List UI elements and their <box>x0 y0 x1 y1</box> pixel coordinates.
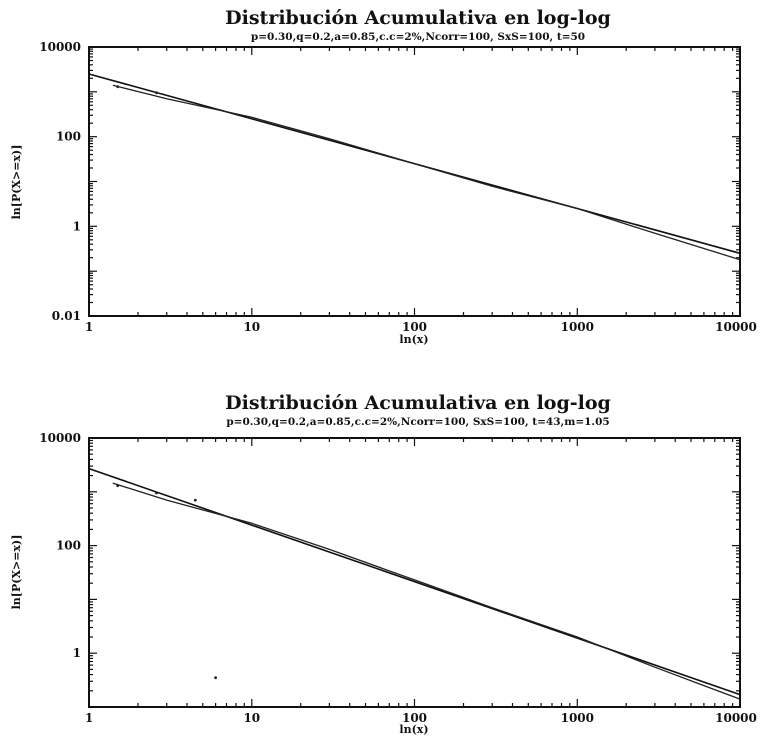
chart-2-subtitle: p=0.30,q=0.2,a=0.85,c.c=2%,Ncorr=100, Sx… <box>226 416 609 428</box>
chart-1-subtitle: p=0.30,q=0.2,a=0.85,c.c=2%,Ncorr=100, Sx… <box>251 31 585 43</box>
chart-2-plot-frame <box>88 437 741 708</box>
chart-1-y-axis-label: ln[P(X>=x)] <box>10 145 23 220</box>
chart-2-y-tick-label: 1 <box>73 646 81 660</box>
chart-2: Distribución Acumulativa en log-log p=0.… <box>10 392 757 736</box>
chart-1-axis-ticks <box>88 46 741 317</box>
chart-2-x-axis-label: ln(x) <box>399 723 428 736</box>
chart-1-y-tick-label: 1 <box>73 219 81 233</box>
chart-2-title: Distribución Acumulativa en log-log <box>225 392 611 414</box>
chart-2-y-tick-label: 100 <box>56 539 81 553</box>
chart-1-y-tick-label: 0.01 <box>52 309 81 323</box>
chart-2-y-axis-label: ln[P(X>=x)] <box>10 535 23 610</box>
chart-2-y-tick-label: 10000 <box>39 431 81 445</box>
data-point <box>155 91 158 95</box>
chart-2-x-tick-label: 1000 <box>561 711 594 725</box>
data-point <box>193 498 197 502</box>
data-point <box>214 676 218 680</box>
chart-1-y-tick-label: 100 <box>56 130 81 144</box>
chart-1-x-tick-label: 1 <box>85 320 93 334</box>
chart-2-x-tick-label: 10000 <box>715 711 757 725</box>
chart-2-series-fit-line <box>88 467 741 696</box>
data-point <box>155 491 158 495</box>
chart-1-x-tick-labels: 1 10 100 1000 10000 <box>85 320 757 334</box>
chart-2-x-tick-label: 100 <box>402 711 427 725</box>
data-point <box>116 484 120 488</box>
chart-1-title: Distribución Acumulativa en log-log <box>225 7 611 29</box>
chart-2-x-tick-labels: 1 10 100 1000 10000 <box>85 711 757 725</box>
chart-1: Distribución Acumulativa en log-log p=0.… <box>10 7 757 346</box>
chart-1-x-tick-label: 10 <box>243 320 260 334</box>
chart-1-y-tick-label: 10000 <box>39 40 81 54</box>
chart-1-scatter-points <box>116 85 158 95</box>
chart-1-plot-frame <box>88 46 741 317</box>
chart-2-x-tick-label: 10 <box>243 711 260 725</box>
chart-2-x-tick-label: 1 <box>85 711 93 725</box>
chart-2-axis-ticks <box>88 437 741 708</box>
chart-2-series-data-line <box>112 482 741 700</box>
chart-2-y-tick-labels: 1 100 10000 <box>39 431 81 660</box>
data-point <box>116 85 120 89</box>
chart-1-series-data-line <box>112 84 741 261</box>
chart-1-x-tick-label: 10000 <box>715 320 757 334</box>
chart-1-x-tick-label: 1000 <box>561 320 594 334</box>
chart-2-scatter-points <box>116 484 218 680</box>
chart-1-y-tick-labels: 0.01 1 100 10000 <box>39 40 81 323</box>
chart-1-x-tick-label: 100 <box>402 320 427 334</box>
chart-1-x-axis-label: ln(x) <box>399 333 428 346</box>
